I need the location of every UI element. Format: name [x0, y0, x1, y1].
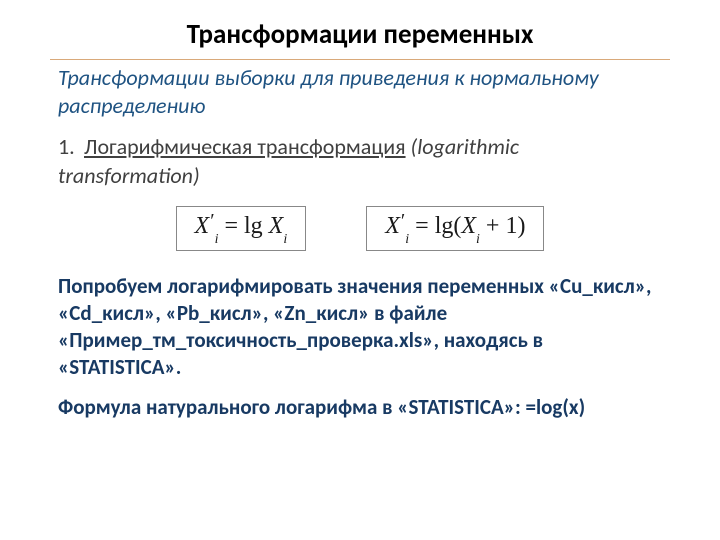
body-paragraph-2: Формула натурального логарифма в «STATIS…	[58, 394, 660, 421]
list-item-1: 1.Логарифмическая трансформация (logarit…	[58, 133, 660, 190]
formula-subscript: i	[405, 232, 409, 247]
formulas-row: X′i = lg Xi X′i = lg(Xi + 1)	[0, 206, 720, 251]
formula-subscript: i	[283, 232, 287, 247]
formula-subscript: i	[476, 232, 480, 247]
formula-var: X	[385, 213, 400, 239]
formula-right: X′i = lg(Xi + 1)	[366, 206, 544, 251]
paren-close: )	[517, 213, 525, 239]
formula-left: X′i = lg Xi	[176, 206, 307, 251]
formula-subscript: i	[215, 232, 219, 247]
list-item-underlined: Логарифмическая трансформация	[84, 133, 406, 160]
prime-mark: ′	[210, 210, 214, 232]
formula-var: X	[195, 213, 210, 239]
subtitle-text: Трансформации выборки для приведения к н…	[58, 64, 660, 119]
slide-container: { "title": { "text": "Трансформации пере…	[0, 18, 720, 540]
formula-op: = lg	[409, 213, 453, 239]
slide-title: Трансформации переменных	[0, 18, 720, 51]
formula-var: X	[269, 213, 284, 239]
formula-op: = lg	[218, 213, 268, 239]
prime-mark: ′	[401, 210, 405, 232]
horizontal-rule	[50, 59, 670, 60]
list-number: 1.	[58, 133, 84, 162]
body-paragraph-1: Попробуем логарифмировать значения перем…	[58, 273, 660, 381]
formula-plus: + 1	[480, 213, 518, 239]
formula-var: X	[461, 213, 476, 239]
